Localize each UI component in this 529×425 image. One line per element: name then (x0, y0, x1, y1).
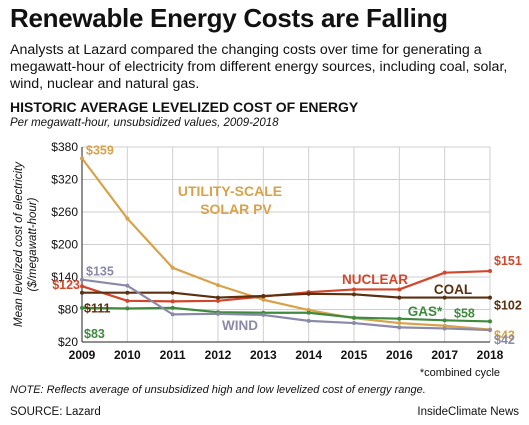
data-point-wind (397, 325, 402, 330)
series-name-label: UTILITY-SCALE (178, 183, 282, 199)
y-tick-label: $20 (58, 335, 78, 349)
series-name-label: SOLAR PV (200, 201, 272, 217)
data-point-nuclear (352, 287, 356, 292)
data-point-gas (442, 318, 447, 323)
data-point-coal (397, 295, 402, 300)
data-point-coal (80, 290, 84, 295)
x-tick-label: 2014 (295, 348, 322, 362)
data-point-nuclear (125, 298, 130, 303)
x-tick-label: 2012 (205, 348, 232, 362)
data-point-nuclear (488, 269, 492, 274)
data-point-utility-scale-solar-pv (216, 283, 220, 288)
data-point-nuclear (170, 299, 175, 304)
data-point-utility-scale-solar-pv (261, 297, 266, 302)
combined-cycle-footnote: *combined cycle (420, 367, 500, 379)
end-value-label: $58 (454, 306, 475, 320)
series-name-label: NUCLEAR (342, 272, 408, 287)
data-point-gas (397, 316, 402, 321)
chart-subtitle: Per megawatt-hour, unsubsidized values, … (10, 117, 279, 129)
data-point-wind (488, 328, 492, 333)
x-tick-label: 2018 (477, 348, 504, 362)
data-point-wind (306, 318, 311, 323)
start-value-label: $359 (86, 143, 114, 157)
y-axis-title: Mean levelized cost of electricity (13, 161, 25, 327)
series-name-label: GAS* (408, 304, 443, 319)
y-tick-label: $200 (51, 238, 78, 252)
start-value-label: $83 (84, 327, 105, 341)
y-tick-label: $320 (51, 173, 78, 187)
end-value-label: $102 (494, 299, 522, 313)
data-point-nuclear (80, 284, 84, 289)
data-point-coal (261, 293, 266, 298)
x-tick-label: 2015 (341, 348, 368, 362)
data-point-wind (125, 283, 130, 288)
series-line-coal (82, 291, 490, 299)
data-point-wind (80, 277, 84, 282)
data-point-utility-scale-solar-pv (80, 156, 84, 161)
x-tick-label: 2011 (160, 348, 186, 362)
data-point-wind (170, 312, 175, 317)
x-tick-label: 2017 (431, 348, 458, 362)
series-name-label: WIND (222, 318, 258, 333)
page-title: Renewable Energy Costs are Falling (10, 3, 448, 33)
data-point-wind (352, 321, 356, 326)
data-point-coal (306, 291, 311, 296)
y-tick-label: $140 (51, 270, 78, 284)
data-point-coal (125, 290, 130, 295)
data-point-coal (442, 295, 447, 300)
source-credit: SOURCE: Lazard (10, 406, 101, 418)
data-point-nuclear (216, 298, 220, 303)
data-point-gas (125, 306, 130, 311)
data-point-utility-scale-solar-pv (125, 216, 130, 221)
data-point-coal (216, 295, 220, 300)
x-tick-label: 2013 (250, 348, 277, 362)
series-line-gas (81, 306, 491, 323)
y-axis-title-unit: ($/megawatt-hour) (27, 197, 39, 291)
publisher-credit: InsideClimate News (417, 406, 519, 418)
data-point-coal (170, 290, 175, 295)
start-value-label: $111 (84, 302, 110, 316)
series-name-label: COAL (434, 282, 472, 297)
chart-title: HISTORIC AVERAGE LEVELIZED COST OF ENERG… (10, 99, 359, 115)
end-value-label: $43 (494, 329, 515, 343)
y-tick-label: $260 (51, 205, 78, 219)
data-point-nuclear (397, 287, 402, 292)
data-point-gas (80, 305, 84, 310)
data-point-nuclear (442, 270, 447, 275)
series-line-wind (81, 278, 491, 332)
data-point-gas (306, 310, 311, 315)
end-value-label: $42 (494, 333, 515, 347)
y-tick-label: $80 (58, 303, 78, 317)
data-point-coal (352, 292, 356, 297)
start-value-label: $123 (52, 278, 80, 292)
data-point-wind (261, 312, 266, 317)
data-point-utility-scale-solar-pv (170, 265, 175, 270)
footnote-note: NOTE: Reflects average of unsubsidized h… (10, 384, 426, 396)
data-point-gas (488, 319, 492, 324)
series-line-utility-scale-solar-pv (81, 157, 491, 331)
start-value-label: $135 (86, 265, 114, 279)
x-tick-label: 2016 (386, 348, 413, 362)
data-point-wind (216, 311, 220, 316)
data-point-gas (170, 305, 175, 310)
end-value-label: $151 (494, 254, 522, 268)
data-point-coal (488, 295, 492, 300)
data-point-gas (352, 315, 356, 320)
data-point-utility-scale-solar-pv (397, 321, 402, 326)
data-point-wind (442, 326, 447, 331)
x-tick-label: 2010 (114, 348, 141, 362)
x-tick-label: 2009 (69, 348, 96, 362)
y-tick-label: $380 (51, 140, 78, 154)
intro-text: Analysts at Lazard compared the changing… (10, 42, 508, 92)
